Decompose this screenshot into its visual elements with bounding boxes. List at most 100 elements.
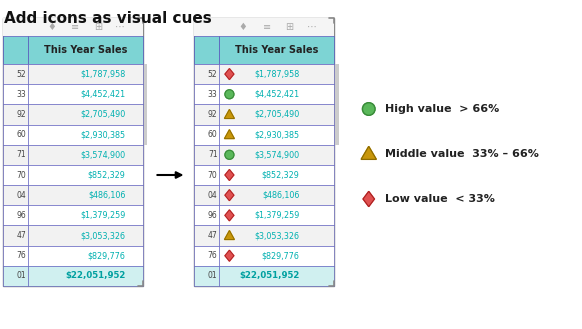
Polygon shape xyxy=(363,191,374,207)
Text: $1,379,259: $1,379,259 xyxy=(254,211,300,220)
Text: $4,452,421: $4,452,421 xyxy=(254,90,300,99)
Bar xyxy=(3,266,28,286)
Bar xyxy=(3,145,28,165)
Bar xyxy=(219,64,334,84)
Text: ≡: ≡ xyxy=(72,22,80,32)
Bar xyxy=(219,246,334,266)
Bar xyxy=(219,145,334,165)
Text: ⋯: ⋯ xyxy=(115,22,125,32)
Bar xyxy=(3,246,28,266)
FancyBboxPatch shape xyxy=(194,18,334,286)
Polygon shape xyxy=(225,210,234,221)
Circle shape xyxy=(363,103,375,115)
Text: ≡: ≡ xyxy=(263,22,271,32)
Text: 76: 76 xyxy=(208,251,218,260)
Bar xyxy=(28,84,143,104)
Text: 33: 33 xyxy=(16,90,26,99)
Bar xyxy=(3,125,28,145)
Text: 92: 92 xyxy=(208,110,218,119)
Text: 76: 76 xyxy=(16,251,26,260)
Text: 70: 70 xyxy=(208,170,218,180)
Bar xyxy=(28,104,143,125)
Bar xyxy=(194,18,334,36)
Bar xyxy=(3,225,28,246)
Bar xyxy=(3,185,28,205)
Bar xyxy=(335,64,339,145)
Bar xyxy=(194,64,219,84)
Bar xyxy=(28,246,143,266)
Text: This Year Sales: This Year Sales xyxy=(235,45,318,55)
Text: 47: 47 xyxy=(16,231,26,240)
Bar xyxy=(28,185,143,205)
Bar xyxy=(194,145,219,165)
Text: 04: 04 xyxy=(208,191,218,200)
Bar xyxy=(28,165,143,185)
FancyBboxPatch shape xyxy=(3,18,143,286)
Text: Add icons as visual cues: Add icons as visual cues xyxy=(4,11,212,26)
Bar xyxy=(3,205,28,225)
Text: This Year Sales: This Year Sales xyxy=(44,45,127,55)
Text: 71: 71 xyxy=(208,150,218,159)
Bar xyxy=(3,64,28,84)
Text: $4,452,421: $4,452,421 xyxy=(80,90,125,99)
Text: $1,787,958: $1,787,958 xyxy=(80,70,125,79)
Text: 47: 47 xyxy=(208,231,218,240)
Bar xyxy=(144,64,147,145)
Bar xyxy=(194,185,219,205)
Polygon shape xyxy=(225,110,235,118)
Bar xyxy=(219,36,334,64)
Text: 71: 71 xyxy=(16,150,26,159)
Bar xyxy=(219,225,334,246)
Text: $2,930,385: $2,930,385 xyxy=(254,130,300,139)
Text: 70: 70 xyxy=(16,170,26,180)
Text: $2,930,385: $2,930,385 xyxy=(80,130,125,139)
Text: ⋯: ⋯ xyxy=(307,22,317,32)
Text: $829,776: $829,776 xyxy=(262,251,300,260)
Text: $3,574,900: $3,574,900 xyxy=(80,150,125,159)
Bar xyxy=(3,36,28,64)
Text: 96: 96 xyxy=(16,211,26,220)
Bar xyxy=(28,36,143,64)
Bar xyxy=(194,225,219,246)
Bar xyxy=(28,266,143,286)
Text: ⊞: ⊞ xyxy=(285,22,293,32)
Bar xyxy=(28,64,143,84)
Bar xyxy=(194,125,219,145)
Text: ♦: ♦ xyxy=(48,22,56,32)
Polygon shape xyxy=(225,190,234,201)
Polygon shape xyxy=(225,130,235,139)
Bar xyxy=(219,185,334,205)
Text: $22,051,952: $22,051,952 xyxy=(65,271,125,280)
Text: Low value  < 33%: Low value < 33% xyxy=(385,194,495,204)
Bar xyxy=(219,104,334,125)
Text: 92: 92 xyxy=(16,110,26,119)
Text: $3,574,900: $3,574,900 xyxy=(254,150,300,159)
Polygon shape xyxy=(225,231,235,240)
Text: $829,776: $829,776 xyxy=(87,251,125,260)
Text: High value  > 66%: High value > 66% xyxy=(385,104,499,114)
Text: 52: 52 xyxy=(16,70,26,79)
Bar xyxy=(28,225,143,246)
Polygon shape xyxy=(225,68,234,80)
Text: 33: 33 xyxy=(208,90,218,99)
Bar xyxy=(28,145,143,165)
Polygon shape xyxy=(225,169,234,181)
Polygon shape xyxy=(361,146,377,159)
Bar xyxy=(3,165,28,185)
Bar xyxy=(194,205,219,225)
Text: $852,329: $852,329 xyxy=(262,170,300,180)
Text: ♦: ♦ xyxy=(239,22,247,32)
Text: $2,705,490: $2,705,490 xyxy=(80,110,125,119)
Text: $486,106: $486,106 xyxy=(262,191,300,200)
Circle shape xyxy=(225,90,234,99)
Bar xyxy=(219,84,334,104)
Bar xyxy=(219,165,334,185)
Text: 60: 60 xyxy=(16,130,26,139)
Bar xyxy=(194,84,219,104)
Text: $486,106: $486,106 xyxy=(88,191,125,200)
Text: $3,053,326: $3,053,326 xyxy=(80,231,125,240)
Circle shape xyxy=(225,150,234,159)
Text: ⊞: ⊞ xyxy=(94,22,102,32)
Bar xyxy=(3,84,28,104)
Text: 60: 60 xyxy=(208,130,218,139)
